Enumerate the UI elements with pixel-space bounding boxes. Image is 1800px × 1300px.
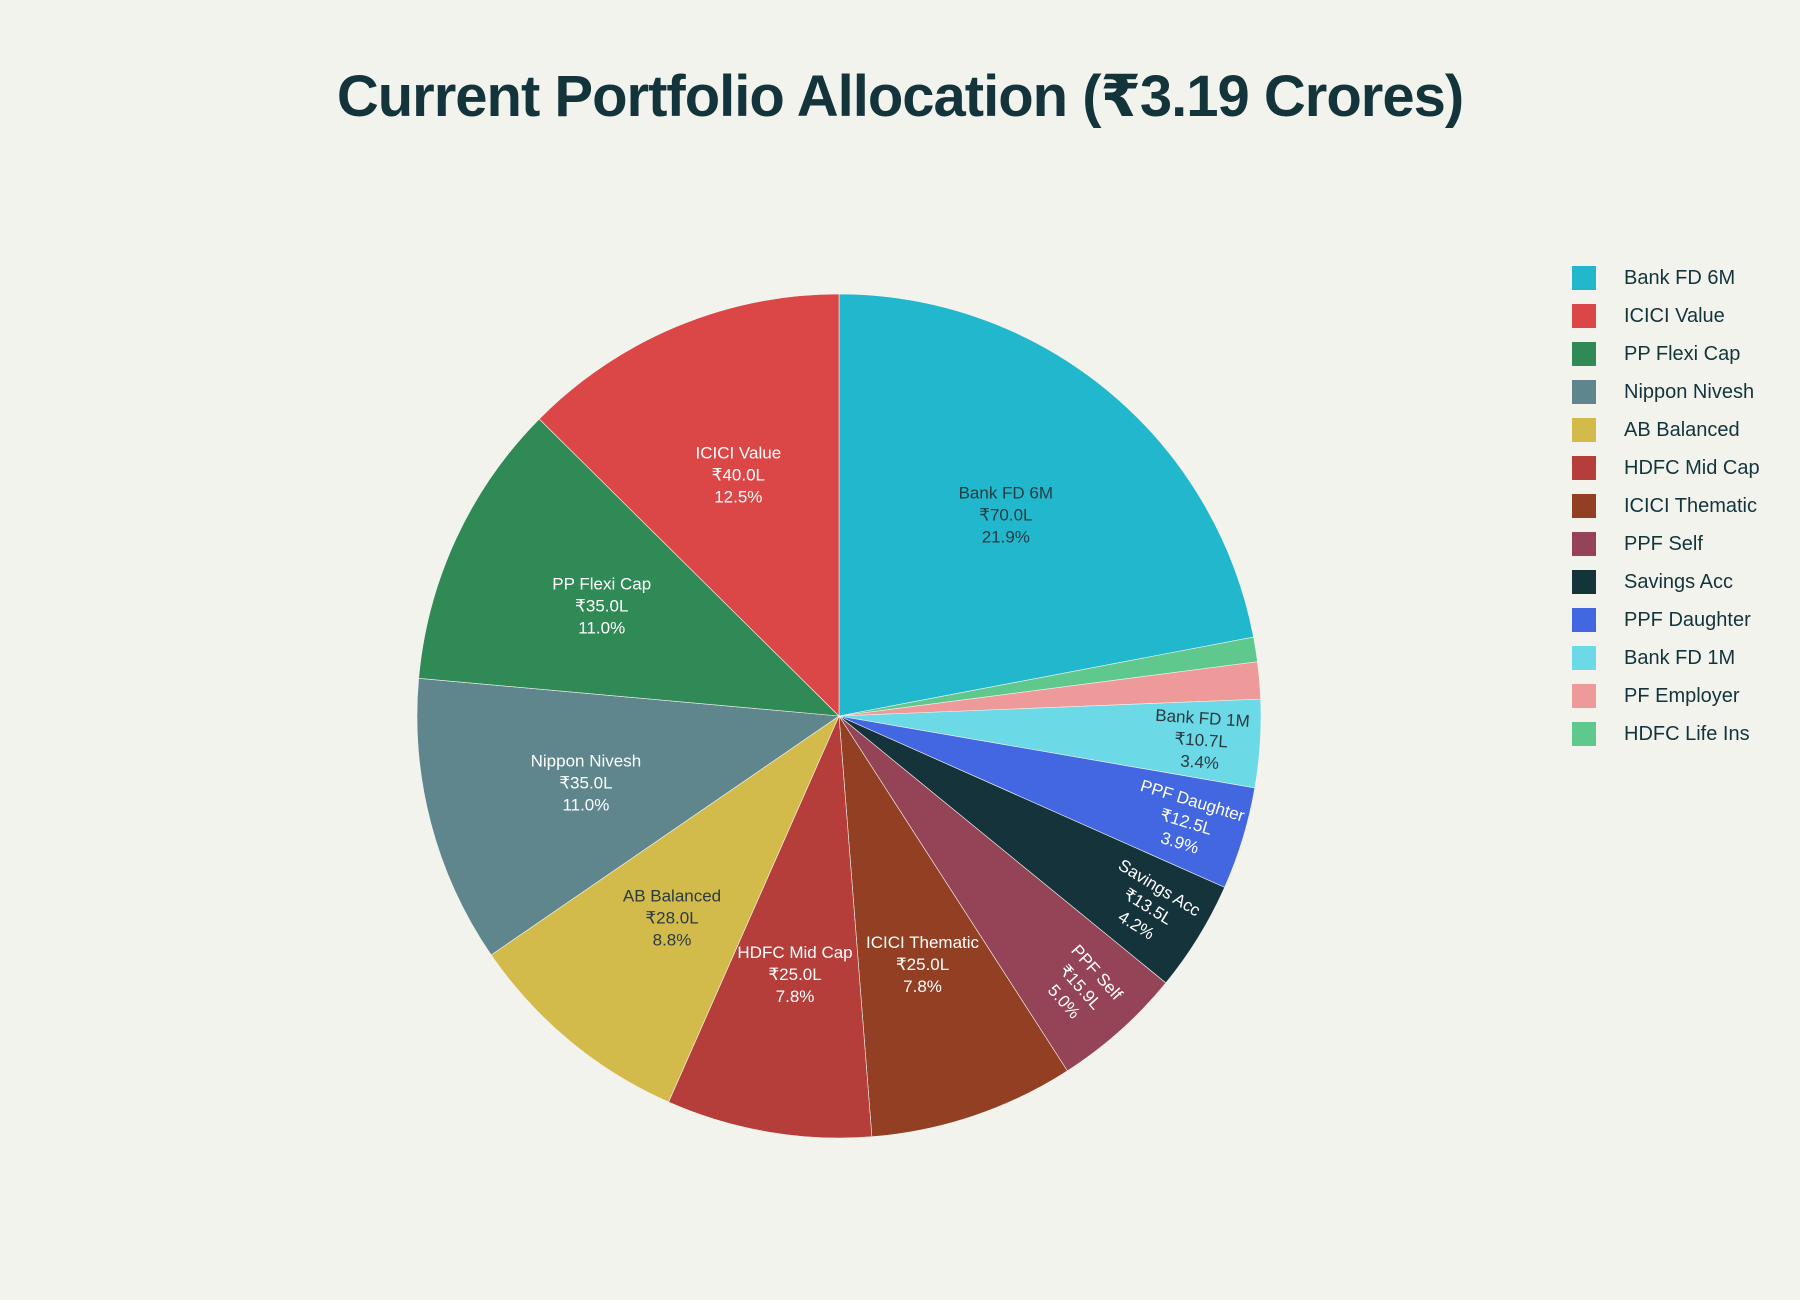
legend-item-pf-employer[interactable]: PF Employer: [1572, 677, 1760, 715]
chart-title: Current Portfolio Allocation (₹3.19 Cror…: [336, 64, 1464, 129]
slice-value: ₹10.7L: [1174, 729, 1228, 751]
slice-label-hdfc-mid-cap: HDFC Mid Cap ₹25.0L 7.8%: [737, 943, 852, 1006]
slice-percent: 3.4%: [1180, 752, 1220, 774]
pie-slice-hdfc-mid-cap[interactable]: [668, 715, 873, 1139]
slice-label-pp-flexi-cap: PP Flexi Cap ₹35.0L 11.0%: [552, 575, 651, 638]
legend-label: HDFC Life Ins: [1624, 722, 1750, 745]
pie-slice-nippon-nivesh[interactable]: [416, 678, 840, 956]
legend-label: PPF Self: [1624, 532, 1703, 555]
legend-label: Savings Acc: [1624, 570, 1733, 593]
slice-percent: 12.5%: [714, 488, 762, 507]
pie-slice-pp-flexi-cap[interactable]: [418, 418, 840, 717]
slice-value: ₹70.0L: [979, 505, 1032, 524]
slice-label-bank-fd-6m: Bank FD 6M ₹70.0L 21.9%: [959, 483, 1053, 546]
legend-label: Nippon Nivesh: [1624, 380, 1755, 403]
legend-item-hdfc-mid-cap[interactable]: HDFC Mid Cap: [1572, 449, 1760, 487]
slice-name: Bank FD 6M: [959, 483, 1053, 502]
legend-label: Bank FD 6M: [1624, 266, 1736, 289]
slice-name: HDFC Mid Cap: [737, 943, 852, 962]
slice-value: ₹28.0L: [645, 908, 698, 927]
legend-item-ppf-self[interactable]: PPF Self: [1572, 525, 1760, 563]
pie-slice-icici-thematic[interactable]: [838, 715, 1068, 1138]
legend-label: ICICI Value: [1624, 304, 1725, 327]
legend-swatch: [1572, 608, 1596, 632]
legend-label: AB Balanced: [1624, 418, 1740, 441]
pie-slice-bank-fd-6m[interactable]: [838, 293, 1254, 717]
legend-item-bank-fd-6m[interactable]: Bank FD 6M: [1572, 259, 1760, 297]
legend-label: ICICI Thematic: [1624, 494, 1757, 517]
slice-label-ab-balanced: AB Balanced ₹28.0L 8.8%: [623, 886, 721, 949]
chart-legend: Bank FD 6M ICICI Value PP Flexi Cap Nippon …: [1572, 259, 1760, 753]
slice-value: ₹35.0L: [559, 773, 612, 792]
legend-swatch: [1572, 266, 1596, 290]
slice-value: ₹35.0L: [575, 597, 628, 616]
slice-name: Nippon Nivesh: [531, 751, 642, 770]
legend-label: Bank FD 1M: [1624, 646, 1736, 669]
slice-name: AB Balanced: [623, 886, 721, 905]
legend-swatch: [1572, 418, 1596, 442]
slice-label-icici-thematic: ICICI Thematic ₹25.0L 7.8%: [866, 933, 980, 996]
slice-percent: 8.8%: [653, 930, 692, 949]
slice-percent: 11.0%: [578, 619, 625, 638]
slice-label-bank-fd-1m: Bank FD 1M₹10.7L3.4%: [1155, 706, 1251, 774]
legend-swatch: [1572, 532, 1596, 556]
legend-swatch: [1572, 494, 1596, 518]
legend-label: PP Flexi Cap: [1624, 342, 1741, 365]
slice-percent: 7.8%: [903, 977, 942, 996]
slice-name: PP Flexi Cap: [552, 575, 651, 594]
legend-swatch: [1572, 304, 1596, 328]
slice-name: ICICI Value: [695, 444, 781, 463]
legend-item-nippon-nivesh[interactable]: Nippon Nivesh: [1572, 373, 1760, 411]
legend-item-hdfc-life-ins[interactable]: HDFC Life Ins: [1572, 715, 1760, 753]
legend-item-bank-fd-1m[interactable]: Bank FD 1M: [1572, 639, 1760, 677]
legend-item-ab-balanced[interactable]: AB Balanced: [1572, 411, 1760, 449]
legend-swatch: [1572, 456, 1596, 480]
legend-label: PPF Daughter: [1624, 608, 1751, 631]
slice-label-icici-value: ICICI Value ₹40.0L 12.5%: [695, 444, 781, 507]
legend-item-icici-thematic[interactable]: ICICI Thematic: [1572, 487, 1760, 525]
pie-slice-ab-balanced[interactable]: [490, 715, 840, 1103]
legend-item-savings-acc[interactable]: Savings Acc: [1572, 563, 1760, 601]
slice-percent: 11.0%: [562, 795, 609, 814]
slice-percent: 21.9%: [982, 527, 1030, 546]
legend-item-pp-flexi-cap[interactable]: PP Flexi Cap: [1572, 335, 1760, 373]
legend-swatch: [1572, 342, 1596, 366]
legend-label: PF Employer: [1624, 684, 1740, 707]
legend-swatch: [1572, 646, 1596, 670]
legend-swatch: [1572, 570, 1596, 594]
legend-label: HDFC Mid Cap: [1624, 456, 1760, 479]
slice-name: ICICI Thematic: [866, 933, 980, 952]
pie-slice-icici-value[interactable]: [538, 293, 840, 717]
legend-swatch: [1572, 380, 1596, 404]
legend-item-icici-value[interactable]: ICICI Value: [1572, 297, 1760, 335]
legend-item-ppf-daughter[interactable]: PPF Daughter: [1572, 601, 1760, 639]
slice-label-nippon-nivesh: Nippon Nivesh ₹35.0L 11.0%: [531, 751, 642, 814]
legend-swatch: [1572, 722, 1596, 746]
slice-percent: 7.8%: [776, 987, 815, 1006]
slice-value: ₹25.0L: [896, 955, 949, 974]
legend-swatch: [1572, 684, 1596, 708]
slice-value: ₹40.0L: [712, 466, 765, 485]
slice-value: ₹25.0L: [768, 965, 821, 984]
